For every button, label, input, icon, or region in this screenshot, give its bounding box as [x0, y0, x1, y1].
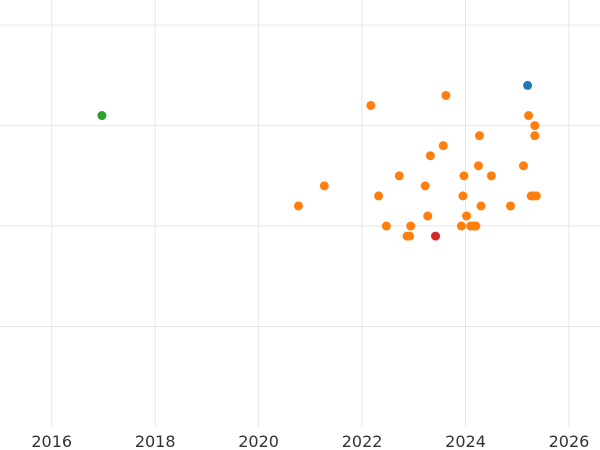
data-point-series-3 — [476, 201, 486, 211]
data-point-series-3 — [293, 201, 303, 211]
x-tick-label: 2018 — [135, 432, 176, 450]
data-point-series-3 — [458, 191, 468, 201]
data-point-series-3 — [456, 221, 466, 231]
data-point-series-3 — [438, 141, 448, 151]
data-point-series-3 — [518, 161, 528, 171]
data-points — [97, 80, 541, 241]
data-point-series-3 — [459, 171, 469, 181]
data-point-series-3 — [506, 201, 516, 211]
data-point-series-3 — [381, 221, 391, 231]
data-point-series-3 — [486, 171, 496, 181]
data-point-series-3 — [374, 191, 384, 201]
x-tick-label: 2016 — [31, 432, 72, 450]
data-point-series-3 — [473, 161, 483, 171]
data-point-series-3 — [394, 171, 404, 181]
data-point-series-3 — [524, 111, 534, 121]
data-point-series-3 — [441, 90, 451, 100]
data-point-series-3 — [462, 211, 472, 221]
data-point-series-0 — [97, 111, 107, 121]
x-tick-label: 2020 — [238, 432, 279, 450]
data-point-series-3 — [530, 121, 540, 131]
data-point-series-3 — [425, 151, 435, 161]
x-tick-label: 2022 — [342, 432, 383, 450]
x-tick-label: 2024 — [445, 432, 486, 450]
x-axis-ticks: 2016 2018 2020 2022 2024 2026 — [31, 432, 589, 450]
data-point-series-3 — [405, 231, 415, 241]
data-point-series-3 — [423, 211, 433, 221]
data-point-series-3 — [530, 131, 540, 141]
data-point-series-3 — [471, 221, 481, 231]
data-point-series-3 — [531, 191, 541, 201]
data-point-series-1 — [523, 80, 533, 90]
data-point-series-3 — [420, 181, 430, 191]
data-point-series-2 — [431, 231, 441, 241]
data-point-series-3 — [406, 221, 416, 231]
data-point-series-3 — [366, 100, 376, 110]
x-tick-label: 2026 — [549, 432, 590, 450]
data-point-series-3 — [474, 131, 484, 141]
grid — [0, 0, 600, 427]
data-point-series-3 — [319, 181, 329, 191]
